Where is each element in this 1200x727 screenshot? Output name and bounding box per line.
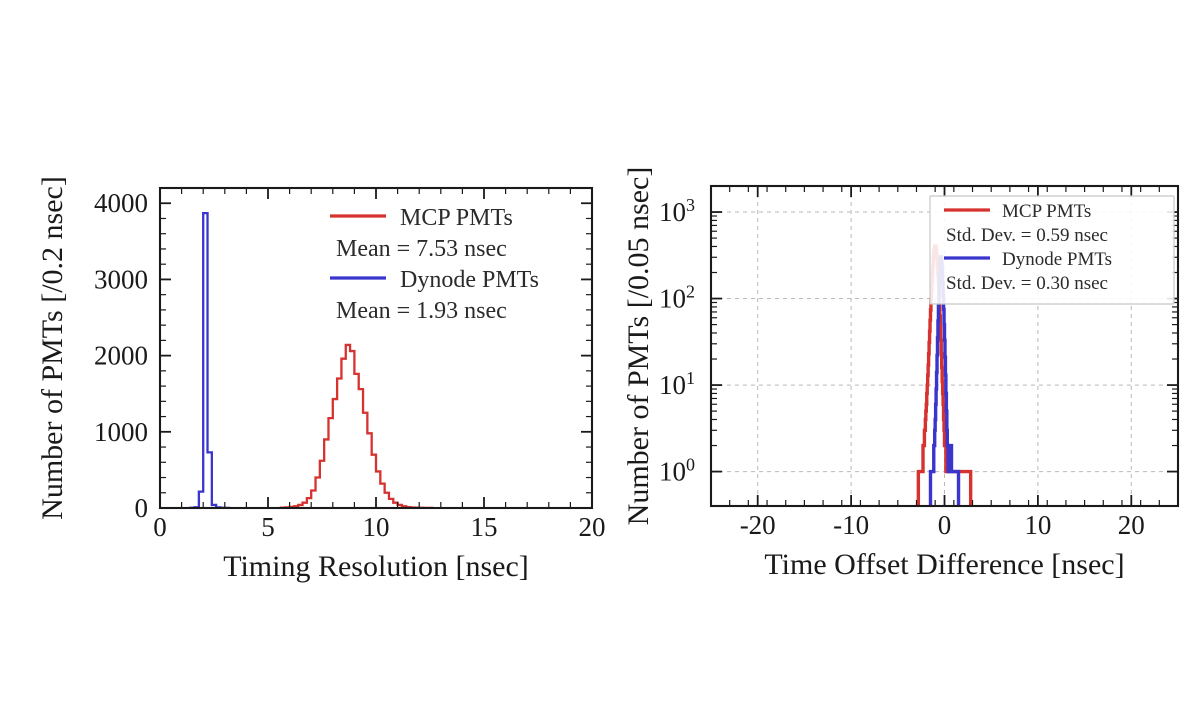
legend-annotation-mcp: Std. Dev. = 0.59 nsec — [946, 225, 1108, 246]
x-tick-label: 10 — [363, 512, 390, 542]
y-tick-label: 4000 — [94, 188, 148, 218]
axis-ticks — [710, 185, 1179, 506]
legend-label-mcp: MCP PMTs — [400, 205, 513, 231]
y-tick-label: 1000 — [94, 417, 148, 447]
legend-box — [929, 195, 1175, 305]
y-tick-label: 102 — [659, 282, 695, 314]
y-tick-label: 100 — [659, 455, 695, 487]
series-mcp — [279, 343, 434, 508]
y-axis-title: Number of PMTs [/0.05 nsec] — [622, 167, 655, 526]
x-axis-title: Time Offset Difference [nsec] — [764, 548, 1124, 581]
tick-labels: -20 -10 0 10 20 100 101 102 103 — [659, 195, 1145, 540]
y-tick-label: 3000 — [94, 264, 148, 294]
legend-label-dynode: Dynode PMTs — [1002, 249, 1112, 270]
x-axis-title: Timing Resolution [nsec] — [223, 550, 529, 583]
legend: MCP PMTs Mean = 7.53 nsec Dynode PMTs Mean … — [330, 205, 539, 324]
y-axis-title: Number of PMTs [/0.2 nsec] — [36, 176, 69, 520]
series-dynode — [189, 211, 231, 508]
x-tick-label: -10 — [833, 510, 869, 540]
legend-label-mcp: MCP PMTs — [1002, 201, 1091, 222]
legend: MCP PMTs Std. Dev. = 0.59 nsec Dynode PMTs… — [929, 195, 1175, 305]
tick-labels: 0 5 10 15 20 0 1000 2000 3000 4000 — [94, 188, 606, 542]
chart-timing-resolution: 0 5 10 15 20 0 1000 2000 3000 4000 Timing Resoluti… — [36, 176, 606, 583]
x-tick-label: 0 — [153, 512, 167, 542]
x-tick-label: 20 — [1118, 510, 1145, 540]
x-tick-label: 20 — [579, 512, 606, 542]
y-tick-label: 101 — [659, 368, 695, 400]
chart-time-offset-difference: -20 -10 0 10 20 100 101 102 103 Time Offset Diffe… — [622, 167, 1180, 581]
x-tick-label: 15 — [471, 512, 498, 542]
legend-annotation-dynode: Std. Dev. = 0.30 nsec — [946, 273, 1108, 294]
x-tick-label: 10 — [1024, 510, 1051, 540]
legend-annotation-dynode: Mean = 1.93 nsec — [336, 298, 507, 324]
legend-label-dynode: Dynode PMTs — [400, 267, 539, 293]
y-tick-label: 103 — [659, 195, 695, 227]
axis-ticks — [159, 187, 593, 509]
x-tick-label: 5 — [261, 512, 275, 542]
y-tick-label: 0 — [135, 493, 149, 523]
y-tick-label: 2000 — [94, 341, 148, 371]
panel-timing-resolution: 0 5 10 15 20 0 1000 2000 3000 4000 Timing Resoluti… — [36, 176, 606, 583]
x-tick-label: -20 — [740, 510, 776, 540]
legend-annotation-mcp: Mean = 7.53 nsec — [336, 236, 507, 262]
x-tick-label: 0 — [938, 510, 952, 540]
panel-time-offset-difference: -20 -10 0 10 20 100 101 102 103 Time Offset Diffe… — [600, 0, 1200, 727]
